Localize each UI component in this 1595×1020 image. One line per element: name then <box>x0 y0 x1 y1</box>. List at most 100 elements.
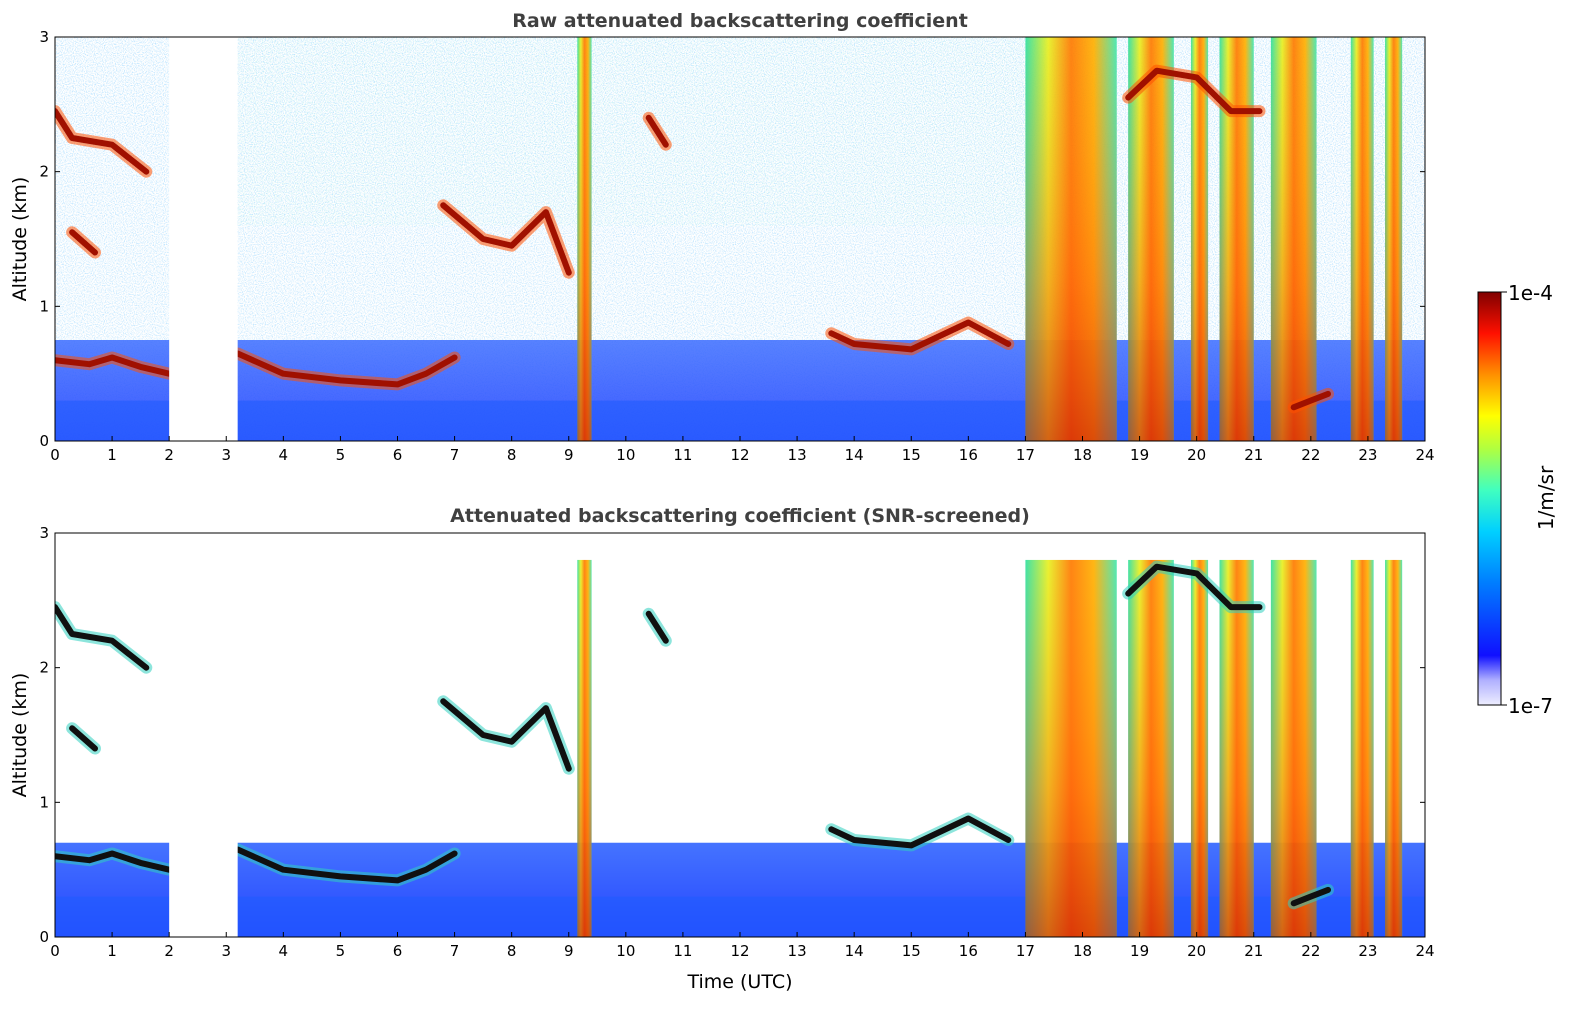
y-tick-label: 2 <box>39 163 49 181</box>
x-tick-label: 0 <box>50 942 60 960</box>
x-tick-label: 16 <box>959 446 978 464</box>
x-tick-label: 11 <box>673 942 692 960</box>
precipitation-shaft-base <box>1385 37 1403 441</box>
x-tick-label: 21 <box>1244 942 1263 960</box>
x-tick-label: 20 <box>1187 446 1206 464</box>
colorbar-unit-label: 1/m/sr <box>1534 465 1558 530</box>
x-axis-label: Time (UTC) <box>686 971 792 993</box>
x-tick-label: 7 <box>450 942 460 960</box>
precipitation-shaft-base <box>1385 559 1403 937</box>
precipitation-shaft-base <box>1128 37 1174 441</box>
noise-speckle-upper <box>237 37 1026 226</box>
precipitation-shaft-base <box>1025 37 1117 441</box>
cloud-layer <box>55 354 173 377</box>
plot-area <box>55 37 1425 441</box>
x-tick-label: 18 <box>1073 942 1092 960</box>
x-tick-label: 23 <box>1358 942 1377 960</box>
x-tick-label: 5 <box>336 942 346 960</box>
x-tick-label: 22 <box>1301 942 1320 960</box>
screened-backscatter-panel: Attenuated backscattering coefficient (S… <box>9 505 1435 993</box>
precipitation-shaft-base <box>577 559 592 937</box>
y-tick-label: 0 <box>39 432 49 450</box>
precipitation-shaft-base <box>1270 559 1317 937</box>
plot-area <box>55 533 1425 937</box>
x-tick-label: 15 <box>902 446 921 464</box>
cloud-layer <box>69 229 98 256</box>
y-axis: 0 1 2 3 <box>39 524 1425 946</box>
x-tick-label: 24 <box>1415 446 1434 464</box>
cloud-layer <box>55 108 150 175</box>
y-tick-label: 1 <box>39 297 49 315</box>
x-tick-label: 8 <box>507 446 517 464</box>
precipitation-shaft-base <box>1270 37 1317 441</box>
cloud-layer <box>440 202 572 276</box>
x-tick-label: 1 <box>107 942 117 960</box>
x-tick-label: 17 <box>1016 942 1035 960</box>
colorbar-gradient <box>1477 291 1502 706</box>
y-tick-label: 3 <box>39 28 49 46</box>
x-tick-label: 14 <box>845 446 864 464</box>
x-tick-label: 24 <box>1415 942 1434 960</box>
x-tick-label: 14 <box>845 942 864 960</box>
y-axis-label: Altitude (km) <box>9 673 31 798</box>
x-tick-label: 12 <box>730 942 749 960</box>
x-tick-label: 20 <box>1187 942 1206 960</box>
x-tick-label: 3 <box>221 942 231 960</box>
x-tick-label: 15 <box>902 942 921 960</box>
x-tick-label: 6 <box>393 446 403 464</box>
data-gap <box>169 37 238 441</box>
x-tick-label: 5 <box>336 446 346 464</box>
colorbar-min-label: 1e-7 <box>1508 694 1553 718</box>
cloud-layer <box>1125 563 1263 611</box>
x-tick-label: 19 <box>1130 446 1149 464</box>
precipitation-shaft-base <box>1128 559 1174 937</box>
panel-title: Attenuated backscattering coefficient (S… <box>450 505 1030 527</box>
x-tick-label: 2 <box>164 942 174 960</box>
x-tick-label: 9 <box>564 942 574 960</box>
cloud-layer <box>828 815 1012 849</box>
y-tick-label: 0 <box>39 928 49 946</box>
cloud-layer <box>55 604 150 671</box>
x-tick-label: 18 <box>1073 446 1092 464</box>
y-axis-label: Altitude (km) <box>9 177 31 302</box>
x-tick-label: 21 <box>1244 446 1263 464</box>
cloud-layer <box>1290 886 1331 907</box>
cloud-layer <box>440 698 572 772</box>
x-tick-label: 4 <box>279 942 289 960</box>
x-axis: 0 1 2 3 4 5 6 7 8 9 10 11 12 13 14 15 16 17 18 19 20 21 22 23 24 <box>50 436 1435 464</box>
x-tick-label: 3 <box>221 446 231 464</box>
x-tick-label: 17 <box>1016 446 1035 464</box>
x-tick-label: 22 <box>1301 446 1320 464</box>
x-axis: 0 1 2 3 4 5 6 7 8 9 10 11 12 13 14 15 16 17 18 19 20 21 22 23 24 <box>50 932 1435 960</box>
y-axis: 0 1 2 3 <box>39 28 1425 450</box>
x-tick-label: 10 <box>616 942 635 960</box>
x-tick-label: 1 <box>107 446 117 464</box>
cloud-layer <box>55 850 173 873</box>
x-tick-label: 7 <box>450 446 460 464</box>
x-tick-label: 10 <box>616 446 635 464</box>
x-tick-label: 9 <box>564 446 574 464</box>
x-tick-label: 13 <box>788 446 807 464</box>
x-tick-label: 0 <box>50 446 60 464</box>
x-tick-label: 13 <box>788 942 807 960</box>
cloud-layer <box>1290 390 1331 411</box>
x-tick-label: 12 <box>730 446 749 464</box>
y-tick-label: 1 <box>39 793 49 811</box>
cloud-layer <box>234 846 458 884</box>
x-tick-label: 6 <box>393 942 403 960</box>
x-tick-label: 8 <box>507 942 517 960</box>
precipitation-shaft-base <box>1025 559 1117 937</box>
precipitation-shaft-base <box>1190 37 1209 441</box>
x-tick-label: 16 <box>959 942 978 960</box>
x-tick-label: 4 <box>279 446 289 464</box>
cloud-layer <box>1125 67 1263 115</box>
data-gap <box>169 533 238 937</box>
y-tick-label: 3 <box>39 524 49 542</box>
precipitation-shaft-base <box>1350 37 1374 441</box>
cloud-layer <box>69 725 98 752</box>
x-tick-label: 11 <box>673 446 692 464</box>
colorbar: 1e-4 1e-7 1/m/sr <box>1477 281 1558 718</box>
x-tick-label: 23 <box>1358 446 1377 464</box>
x-tick-label: 2 <box>164 446 174 464</box>
cloud-layer <box>645 610 669 644</box>
